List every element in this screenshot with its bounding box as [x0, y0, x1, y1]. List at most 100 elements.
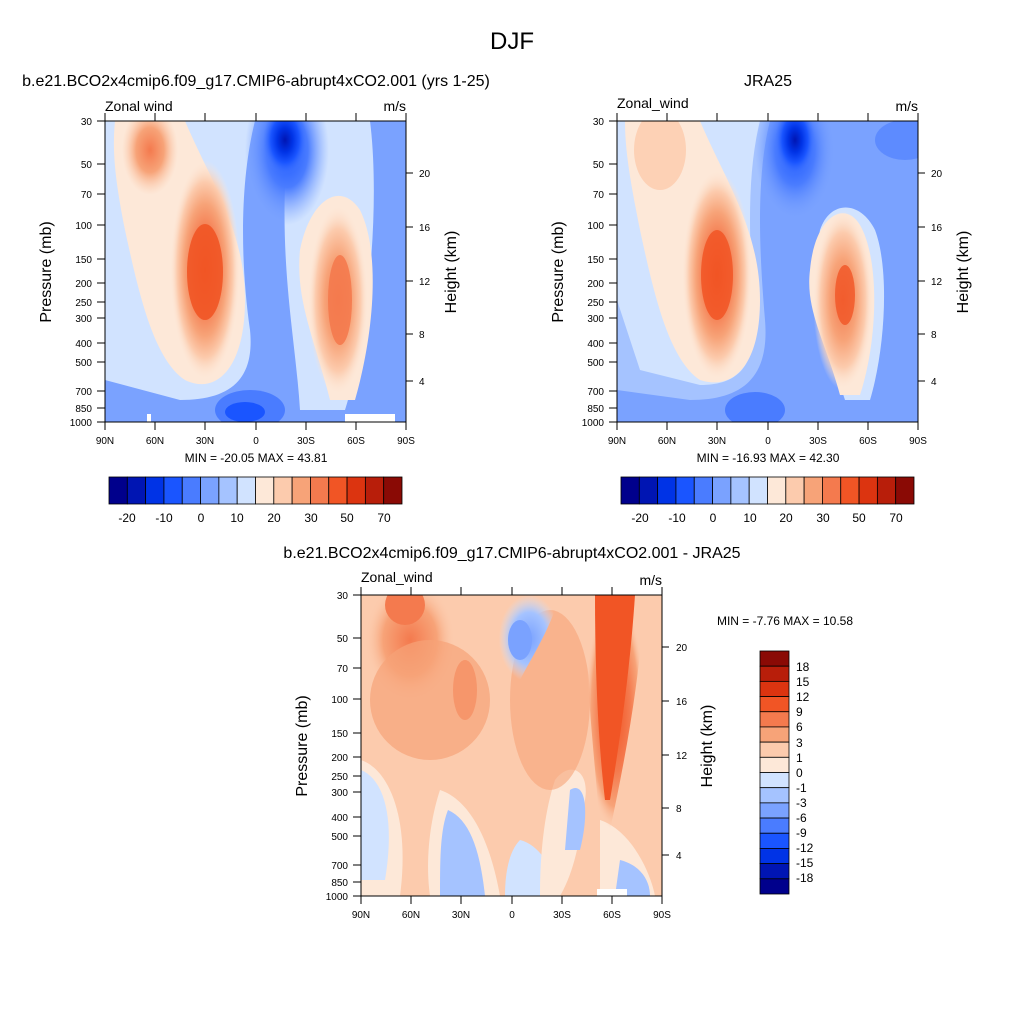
colorbar-swatch	[200, 476, 220, 505]
colorbar-swatch	[822, 476, 842, 505]
colorbar-label: -18	[796, 871, 814, 885]
panel-obs-right-label: m/s	[895, 98, 918, 114]
panel-diff-y-ticks: 30 50 70 100 150 200 250 300 400 500 700…	[326, 591, 349, 903]
colorbar-swatch	[712, 476, 732, 505]
y2-tick: 4	[419, 377, 425, 388]
colorbar-swatch	[759, 726, 790, 743]
colorbar-swatch	[759, 696, 790, 713]
colorbar-swatch	[767, 476, 787, 505]
colorbar-swatch	[858, 476, 878, 505]
y-tick: 250	[75, 298, 92, 309]
y2-tick: 20	[676, 643, 688, 654]
colorbar-label: -20	[118, 511, 136, 525]
x-tick: 60S	[603, 910, 621, 921]
y-tick: 700	[331, 861, 348, 872]
colorbar-swatch	[759, 802, 790, 819]
colorbar-swatch	[638, 476, 659, 505]
colorbar-swatch	[236, 476, 256, 505]
colorbar-label: 0	[796, 766, 803, 780]
y2-tick: 4	[676, 851, 682, 862]
colorbar-swatch	[163, 476, 183, 505]
x-tick: 90N	[96, 436, 114, 447]
colorbar-swatch	[693, 476, 713, 505]
y2-tick: 20	[931, 169, 943, 180]
colorbar-swatch	[759, 711, 790, 728]
panel-obs-x-ticks: 90N 60N 30N 0 30S 60S 90S	[608, 436, 927, 447]
panel-diff-minmax: MIN = -7.76 MAX = 10.58	[717, 614, 853, 628]
y2-tick: 20	[419, 169, 431, 180]
colorbar-swatch	[895, 476, 915, 505]
colorbar-swatch	[291, 476, 311, 505]
panel-model-minmax: MIN = -20.05 MAX = 43.81	[185, 451, 328, 465]
colorbar-label: -12	[796, 841, 814, 855]
y-tick: 70	[81, 190, 93, 201]
colorbar-label: 20	[267, 511, 281, 525]
y-tick: 850	[587, 404, 604, 415]
colorbar-swatch	[759, 772, 790, 789]
colorbar-swatch	[759, 878, 790, 895]
panel-model-ylabel-right: Height (km)	[443, 231, 460, 314]
colorbar-swatch	[328, 476, 348, 505]
y-tick: 150	[587, 255, 604, 266]
colorbar-swatch	[759, 741, 790, 758]
panel-model-colorbar-labels: -20 -10 0 10 20 30 50 70	[118, 511, 391, 525]
colorbar-label: -15	[796, 856, 814, 870]
x-tick: 30N	[196, 436, 214, 447]
y-tick: 30	[81, 117, 93, 128]
x-tick: 60N	[402, 910, 420, 921]
colorbar-swatch	[748, 476, 768, 505]
y-tick: 300	[75, 314, 92, 325]
figure-title: DJF	[490, 28, 534, 55]
colorbar-label: 50	[340, 511, 354, 525]
colorbar-label: 9	[796, 705, 803, 719]
colorbar-swatch	[876, 476, 897, 505]
panel-model-ylabel: Pressure (mb)	[38, 221, 55, 322]
colorbar-swatch	[126, 476, 147, 505]
y-tick: 100	[587, 221, 604, 232]
panel-obs-y-ticks: 30 50 70 100 150 200 250 300 400 500 700…	[582, 117, 605, 429]
y-tick: 1000	[70, 418, 93, 429]
y2-tick: 8	[676, 804, 682, 815]
x-tick: 90N	[352, 910, 370, 921]
colorbar-swatch	[657, 476, 677, 505]
x-tick: 90S	[653, 910, 671, 921]
y-tick: 150	[331, 729, 348, 740]
y-tick: 30	[593, 117, 605, 128]
colorbar-swatch	[840, 476, 860, 505]
panel-diff-x-ticks: 90N 60N 30N 0 30S 60S 90S	[352, 910, 671, 921]
colorbar-swatch	[730, 476, 750, 505]
colorbar-label: 20	[779, 511, 793, 525]
colorbar-label: 1	[796, 751, 803, 765]
colorbar-swatch	[364, 476, 385, 505]
panel-model-right-label: m/s	[383, 98, 406, 114]
x-tick: 60S	[347, 436, 365, 447]
x-tick: 90S	[909, 436, 927, 447]
x-tick: 30N	[708, 436, 726, 447]
colorbar-label: 18	[796, 660, 810, 674]
y-tick: 250	[587, 298, 604, 309]
panel-model-colorbar	[108, 476, 403, 505]
colorbar-swatch	[383, 476, 403, 505]
panel-diff-left-label: Zonal_wind	[361, 569, 433, 585]
panel-obs-ylabel: Pressure (mb)	[550, 221, 567, 322]
y-tick: 70	[337, 664, 349, 675]
colorbar-label: 70	[377, 511, 391, 525]
x-tick: 60N	[146, 436, 164, 447]
y2-tick: 4	[931, 377, 937, 388]
colorbar-swatch	[759, 832, 790, 849]
panel-diff-y2-ticks: 20 16 12 8 4	[676, 643, 688, 862]
x-tick: 30S	[553, 910, 571, 921]
x-tick: 30S	[809, 436, 827, 447]
colorbar-swatch	[273, 476, 293, 505]
colorbar-swatch	[759, 650, 790, 667]
panel-obs-left-label: Zonal_wind	[617, 95, 689, 111]
y-tick: 1000	[582, 418, 605, 429]
y2-tick: 8	[931, 330, 937, 341]
panel-diff-ylabel-right: Height (km)	[699, 705, 716, 788]
x-tick: 30S	[297, 436, 315, 447]
y-tick: 150	[75, 255, 92, 266]
y-tick: 50	[593, 160, 605, 171]
y-tick: 200	[75, 279, 92, 290]
colorbar-swatch	[620, 476, 640, 505]
